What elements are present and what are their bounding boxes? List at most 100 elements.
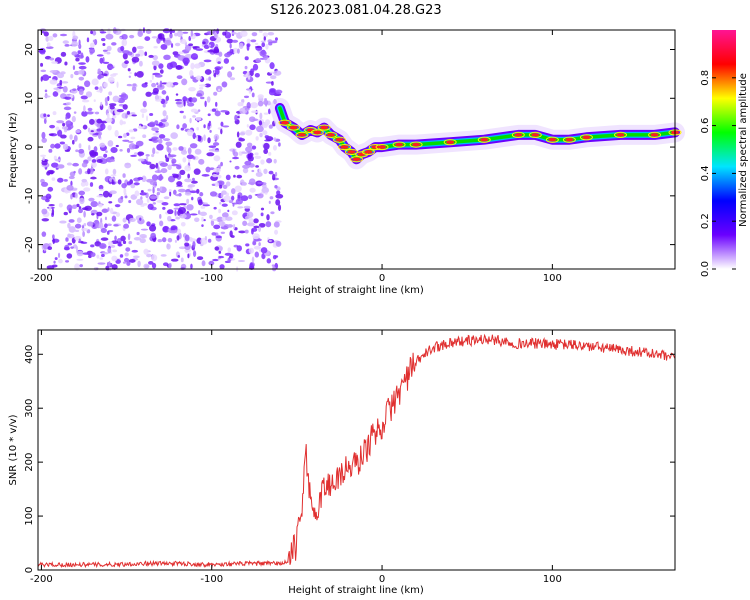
- noise-speckle: [179, 203, 187, 206]
- noise-speckle: [106, 45, 112, 52]
- noise-speckle: [274, 171, 278, 177]
- noise-speckle: [148, 260, 154, 265]
- noise-speckle: [140, 124, 144, 127]
- noise-speckle: [187, 253, 190, 259]
- noise-speckle: [229, 230, 233, 238]
- noise-speckle: [98, 184, 104, 190]
- noise-speckle: [144, 36, 151, 42]
- noise-speckle: [266, 258, 272, 264]
- noise-speckle: [156, 187, 160, 192]
- noise-speckle: [191, 196, 194, 201]
- noise-speckle: [213, 46, 219, 54]
- noise-speckle: [59, 33, 68, 37]
- noise-speckle: [119, 36, 122, 40]
- noise-speckle: [81, 99, 90, 103]
- noise-speckle: [239, 132, 246, 136]
- noise-speckle: [93, 146, 98, 152]
- noise-speckle: [158, 134, 166, 139]
- noise-speckle: [78, 238, 81, 243]
- noise-speckle: [41, 31, 45, 34]
- noise-speckle: [181, 78, 188, 86]
- noise-speckle: [135, 53, 141, 58]
- noise-speckle: [137, 158, 145, 162]
- noise-speckle: [178, 206, 187, 214]
- noise-speckle: [227, 209, 230, 213]
- noise-speckle: [257, 100, 264, 107]
- noise-speckle: [248, 194, 253, 200]
- noise-speckle: [173, 203, 181, 207]
- noise-speckle: [43, 113, 47, 118]
- noise-speckle: [99, 142, 106, 148]
- noise-speckle: [260, 212, 264, 217]
- noise-speckle: [156, 82, 159, 86]
- noise-speckle: [222, 184, 228, 189]
- ridge-peak-ring: [278, 119, 292, 126]
- noise-speckle: [211, 108, 217, 112]
- noise-speckle: [59, 141, 66, 145]
- noise-speckle: [137, 176, 144, 181]
- noise-speckle: [90, 201, 98, 208]
- ridge-peak-ring: [324, 131, 338, 138]
- spectrogram-frame: [37, 29, 676, 270]
- noise-speckle: [86, 111, 94, 115]
- noise-speckle: [206, 31, 213, 36]
- noise-speckle: [82, 252, 90, 255]
- noise-speckle: [157, 138, 160, 141]
- noise-speckle: [104, 168, 109, 175]
- noise-speckle: [196, 135, 199, 141]
- noise-speckle: [159, 69, 164, 74]
- noise-speckle: [269, 196, 274, 200]
- noise-speckle: [249, 263, 254, 270]
- colorbar-tick-label: 0.6: [700, 118, 711, 134]
- noise-speckle: [167, 209, 174, 215]
- noise-speckle: [103, 82, 108, 88]
- noise-speckle: [85, 91, 93, 98]
- noise-speckle: [66, 253, 73, 259]
- noise-speckle: [184, 178, 192, 183]
- noise-speckle: [62, 143, 69, 150]
- noise-speckle: [213, 155, 221, 162]
- noise-speckle: [189, 213, 198, 216]
- noise-speckle: [157, 239, 163, 243]
- noise-speckle: [214, 110, 221, 117]
- ridge-peak-ring: [392, 141, 406, 148]
- noise-speckle: [188, 86, 196, 92]
- noise-speckle: [179, 110, 184, 114]
- noise-speckle: [152, 202, 156, 205]
- noise-speckle: [167, 237, 173, 243]
- noise-speckle: [190, 30, 194, 37]
- noise-speckle: [165, 95, 170, 101]
- noise-speckle: [220, 121, 224, 127]
- noise-speckle: [232, 156, 240, 160]
- noise-speckle: [171, 30, 176, 33]
- noise-speckle: [172, 189, 177, 195]
- noise-speckle: [78, 65, 87, 70]
- noise-speckle: [242, 164, 250, 169]
- noise-speckle: [276, 190, 281, 196]
- ridge-peak-ring: [286, 124, 300, 131]
- noise-speckle: [125, 247, 131, 252]
- noise-speckle: [40, 69, 47, 73]
- noise-speckle: [152, 87, 159, 94]
- noise-speckle: [107, 76, 115, 83]
- noise-speckle: [209, 129, 212, 133]
- noise-speckle: [246, 102, 251, 109]
- noise-speckle: [274, 185, 278, 189]
- noise-speckle: [219, 264, 225, 270]
- noise-speckle: [168, 175, 176, 183]
- noise-speckle: [163, 54, 171, 60]
- noise-speckle: [210, 218, 219, 222]
- noise-speckle: [234, 185, 242, 193]
- noise-speckle: [59, 79, 63, 86]
- noise-speckle: [262, 130, 268, 136]
- noise-speckle: [243, 95, 250, 99]
- noise-speckle: [228, 200, 234, 204]
- noise-speckle: [165, 157, 170, 163]
- noise-speckle: [60, 51, 67, 57]
- noise-speckle: [229, 43, 232, 49]
- y-tick-label: 300: [24, 399, 35, 418]
- noise-speckle: [186, 204, 194, 211]
- colorbar-gradient: [712, 30, 736, 269]
- noise-speckle: [251, 110, 259, 114]
- noise-speckle: [93, 99, 96, 102]
